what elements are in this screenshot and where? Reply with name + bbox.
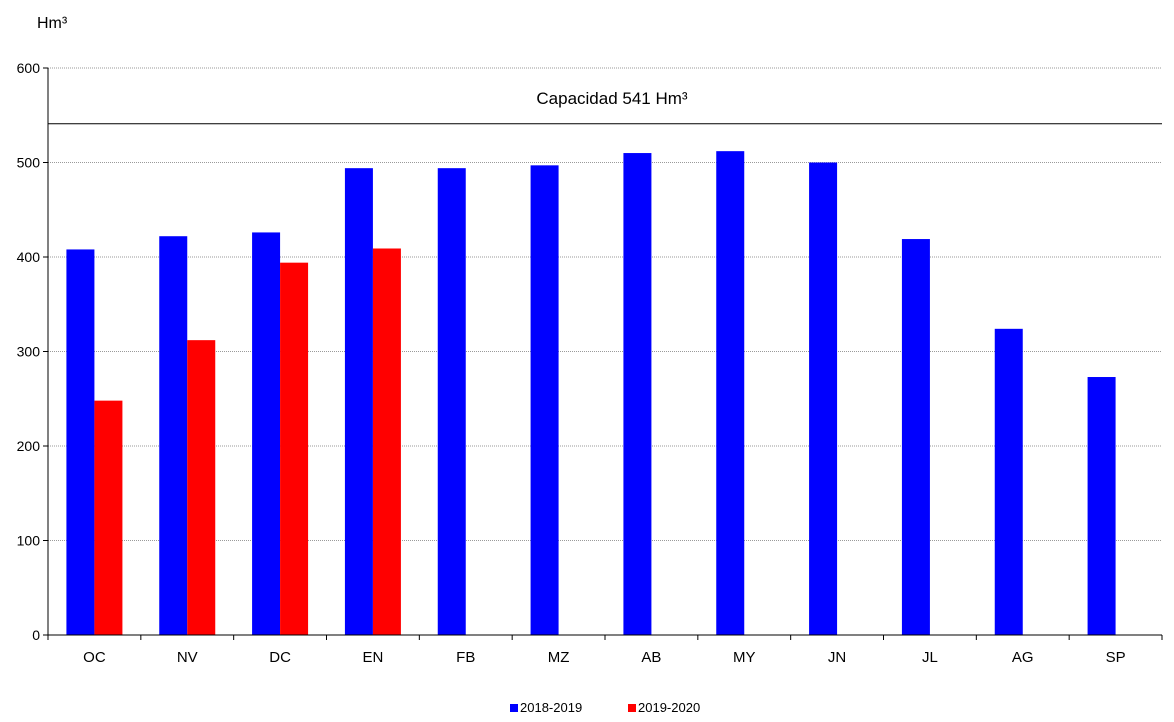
x-tick-label: FB xyxy=(456,649,475,666)
bar-2019-2020-OC xyxy=(94,400,123,635)
x-tick-label: MZ xyxy=(548,649,570,666)
legend-swatch-2018-2019 xyxy=(510,704,518,712)
bar-2019-2020-EN xyxy=(372,248,401,635)
x-tick-label: SP xyxy=(1106,649,1126,666)
x-tick-label: AG xyxy=(1012,649,1034,666)
legend-swatch-2019-2020 xyxy=(628,704,636,712)
bar-2018-2019-JL xyxy=(901,239,930,636)
y-tick-label: 100 xyxy=(17,533,41,549)
bar-2018-2019-AB xyxy=(623,153,652,636)
legend-label: 2019-2020 xyxy=(638,700,700,715)
x-tick-label: DC xyxy=(269,649,291,666)
capacity-label: Capacidad 541 Hm³ xyxy=(536,89,688,108)
bar-2018-2019-JN xyxy=(809,162,838,635)
legend-label: 2018-2019 xyxy=(520,700,582,715)
bar-2018-2019-AG xyxy=(994,328,1023,635)
bar-2018-2019-EN xyxy=(344,168,373,636)
bar-2019-2020-DC xyxy=(280,262,309,635)
y-tick-label: 500 xyxy=(17,155,41,171)
y-tick-label: 300 xyxy=(17,344,41,360)
y-tick-label: 600 xyxy=(17,60,41,76)
bar-2018-2019-SP xyxy=(1087,377,1116,635)
x-tick-label: AB xyxy=(641,649,661,666)
x-tick-label: JN xyxy=(828,649,846,666)
x-tick-label: OC xyxy=(83,649,106,666)
y-axis-unit-label: Hm³ xyxy=(37,15,68,32)
bar-2018-2019-MY xyxy=(716,151,745,635)
bar-2018-2019-MZ xyxy=(530,165,559,635)
x-tick-label: EN xyxy=(362,649,383,666)
x-tick-label: NV xyxy=(177,649,198,666)
y-tick-label: 0 xyxy=(32,627,40,643)
bar-2018-2019-FB xyxy=(437,168,466,636)
x-tick-label: MY xyxy=(733,649,756,666)
bar-2018-2019-OC xyxy=(66,249,95,635)
y-tick-label: 400 xyxy=(17,249,41,265)
bar-2018-2019-NV xyxy=(159,236,188,635)
y-tick-label: 200 xyxy=(17,438,41,454)
bar-2018-2019-DC xyxy=(252,232,281,635)
bar-2019-2020-NV xyxy=(187,340,216,635)
x-tick-label: JL xyxy=(922,649,938,666)
